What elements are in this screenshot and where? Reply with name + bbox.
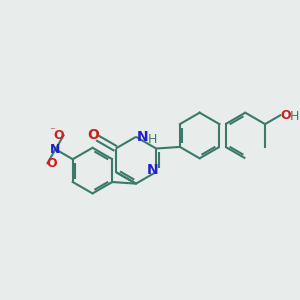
Text: ⁻: ⁻: [49, 127, 55, 136]
Text: O: O: [47, 157, 58, 170]
Text: N: N: [136, 130, 148, 144]
Text: N: N: [147, 163, 158, 177]
Text: N: N: [50, 143, 61, 156]
Text: O: O: [281, 109, 291, 122]
Text: O: O: [87, 128, 99, 142]
Text: O: O: [54, 129, 64, 142]
Text: H: H: [147, 133, 157, 146]
Text: H: H: [290, 110, 300, 123]
